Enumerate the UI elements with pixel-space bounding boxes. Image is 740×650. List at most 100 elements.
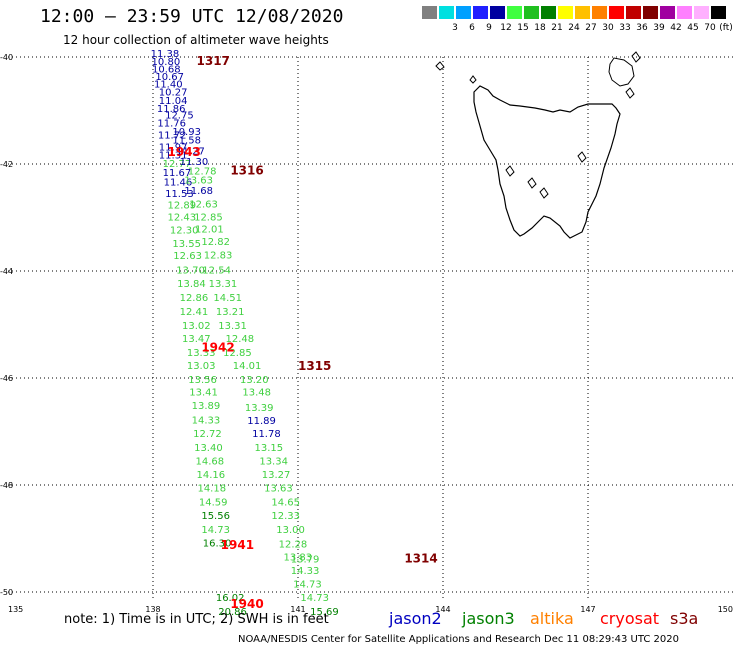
scale-swatch xyxy=(456,6,471,19)
swh-value: 13.63 xyxy=(264,483,293,494)
swh-value: 14.68 xyxy=(196,457,225,468)
scale-swatch xyxy=(490,6,505,19)
lat-tick-label: -42 xyxy=(0,160,13,169)
swh-value: 12.01 xyxy=(195,224,224,235)
swh-value: 14.59 xyxy=(199,497,228,508)
scale-swatch xyxy=(575,6,590,19)
swh-value: 12.30 xyxy=(170,226,199,237)
swh-value: 12.43 xyxy=(168,213,197,224)
legend-cryosat: cryosat xyxy=(600,609,660,628)
swh-value: 13.20 xyxy=(240,375,269,386)
scale-label: 27 xyxy=(585,23,597,33)
swh-value: 12.28 xyxy=(279,540,308,551)
lon-tick-label: 144 xyxy=(435,605,450,614)
pass-time-label: 1314 xyxy=(404,552,437,566)
swh-value: 12.77 xyxy=(163,159,192,170)
swh-value: 15.56 xyxy=(201,511,230,522)
scale-label: 39 xyxy=(653,23,665,33)
swh-value: 12.33 xyxy=(271,511,300,522)
wave-height-values: 11.3810.8010.6810.6711.4010.2711.0411.86… xyxy=(151,49,339,618)
scale-swatch xyxy=(711,6,726,19)
swh-value: 14.65 xyxy=(271,497,300,508)
swh-value: 13.31 xyxy=(209,279,238,290)
swh-value: 12.78 xyxy=(188,167,217,178)
lat-tick-label: -50 xyxy=(0,588,13,597)
scale-label: 6 xyxy=(469,23,475,33)
swh-value: 10.67 xyxy=(155,72,184,83)
swh-value: 16.30 xyxy=(203,539,232,550)
swh-value: 11.58 xyxy=(172,136,201,147)
tasmania-coastline xyxy=(473,85,621,239)
swh-value: 12.54 xyxy=(202,266,231,277)
swh-value: 13.55 xyxy=(172,239,201,250)
page-subtitle: 12 hour collection of altimeter wave hei… xyxy=(63,33,329,47)
swh-value: 13.03 xyxy=(187,361,216,372)
swh-value: 13.47 xyxy=(182,334,211,345)
scale-swatch xyxy=(473,6,488,19)
lat-tick-label: -40 xyxy=(0,53,13,62)
scale-swatch xyxy=(422,6,437,19)
legend-altika: altika xyxy=(530,609,574,628)
swh-value: 12.85 xyxy=(194,213,223,224)
scale-label: 33 xyxy=(619,23,631,33)
lon-tick-label: 138 xyxy=(145,605,160,614)
pass-time-label: 1315 xyxy=(298,359,331,373)
swh-value: 13.31 xyxy=(218,321,247,332)
swh-value: 11.04 xyxy=(159,96,188,107)
swh-value: 13.48 xyxy=(242,388,271,399)
lon-tick-label: 141 xyxy=(290,605,305,614)
scale-label: 24 xyxy=(568,23,580,33)
lat-tick-label: -48 xyxy=(0,481,13,490)
swh-value: 14.16 xyxy=(197,470,226,481)
swh-value: 13.56 xyxy=(188,375,217,386)
map-grid xyxy=(8,56,733,600)
swh-value: 11.27 xyxy=(176,146,205,157)
swh-value: 12.85 xyxy=(223,348,252,359)
scale-label: 9 xyxy=(486,23,492,33)
scale-swatch xyxy=(609,6,624,19)
pass-time-label: 1942 xyxy=(201,340,234,354)
scale-swatch xyxy=(694,6,709,19)
lon-tick-label: 150 xyxy=(718,605,733,614)
pass-time-label: 1943 xyxy=(168,145,201,159)
swh-value: 11.97 xyxy=(159,143,188,154)
swh-value: 11.30 xyxy=(180,157,209,168)
swh-value: 13.39 xyxy=(245,403,274,414)
swh-value: 11.46 xyxy=(164,177,193,188)
swh-value: 11.72 xyxy=(158,130,187,141)
swh-value: 12.75 xyxy=(165,111,194,122)
scale-label: 3 xyxy=(452,23,458,33)
swh-value: 11.40 xyxy=(154,79,183,90)
pass-time-label: 1316 xyxy=(230,164,263,178)
scale-label: 42 xyxy=(670,23,682,33)
scale-swatch xyxy=(592,6,607,19)
scale-swatch xyxy=(626,6,641,19)
swh-value: 10.80 xyxy=(152,57,181,68)
swh-value: 10.93 xyxy=(172,127,201,138)
swh-value: 12.72 xyxy=(193,429,222,440)
footnote: note: 1) Time is in UTC; 2) SWH is in fe… xyxy=(64,612,329,627)
swh-value: 10.27 xyxy=(159,88,188,99)
scale-label: 12 xyxy=(500,23,512,33)
swh-value: 13.34 xyxy=(259,457,288,468)
swh-value: 13.70 xyxy=(176,266,205,277)
swh-value: 14.18 xyxy=(197,483,226,494)
swh-value: 13.79 xyxy=(291,555,320,566)
swh-value: 10.68 xyxy=(152,65,181,76)
swh-value: 11.67 xyxy=(163,168,192,179)
swh-value: 13.41 xyxy=(189,388,218,399)
swh-value: 13.89 xyxy=(192,401,221,412)
lat-tick-label: -44 xyxy=(0,267,13,276)
bass-strait-islands xyxy=(435,51,641,199)
swh-value: 14.51 xyxy=(213,293,242,304)
swh-value: 11.68 xyxy=(184,186,213,197)
swh-value: 13.33 xyxy=(187,348,216,359)
swh-value: 11.31 xyxy=(159,151,188,162)
scale-swatch xyxy=(439,6,454,19)
scale-swatch xyxy=(660,6,675,19)
scale-label: 36 xyxy=(636,23,648,33)
legend-s3a: s3a xyxy=(670,609,699,628)
scale-label: 21 xyxy=(551,23,563,33)
swh-value: 11.86 xyxy=(157,104,186,115)
